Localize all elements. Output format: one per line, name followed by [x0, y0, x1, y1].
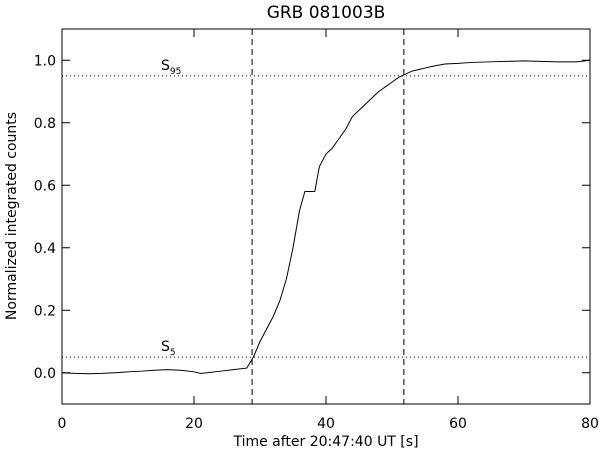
threshold-label-main: S	[161, 339, 170, 355]
y-tick-label: 0.0	[34, 366, 56, 382]
x-axis-label: Time after 20:47:40 UT [s]	[232, 434, 418, 450]
y-tick-label: 0.4	[34, 241, 56, 257]
threshold-label-main: S	[161, 58, 170, 74]
data-line	[61, 59, 591, 375]
chart-title: GRB 081003B	[267, 3, 386, 23]
y-tick-label: 0.8	[34, 116, 56, 132]
y-tick-label: 1.0	[34, 53, 56, 69]
threshold-label-sub: 95	[170, 67, 181, 77]
y-tick-label: 0.6	[34, 178, 56, 194]
x-tick-label: 0	[58, 416, 67, 432]
x-tick-label: 40	[317, 416, 335, 432]
x-tick-label: 80	[581, 416, 599, 432]
threshold-label-sub: 5	[170, 348, 176, 358]
threshold-label: S5	[161, 339, 176, 358]
y-axis-label: Normalized integrated counts	[4, 112, 20, 320]
threshold-label: S95	[161, 58, 181, 77]
plot-frame	[61, 28, 591, 405]
x-tick-label: 60	[449, 416, 467, 432]
y-tick-label: 0.2	[34, 303, 56, 319]
x-tick-label: 20	[185, 416, 203, 432]
